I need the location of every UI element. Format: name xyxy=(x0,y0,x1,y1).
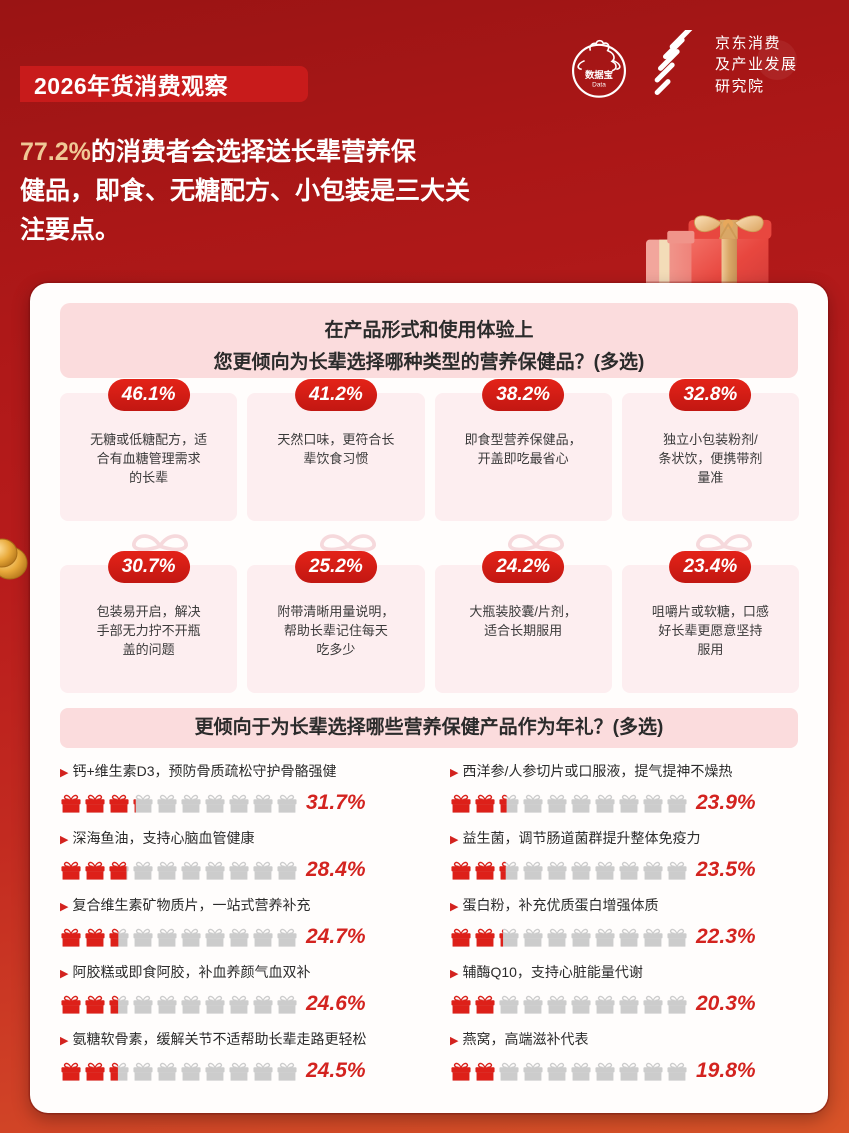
svg-text:数据宝: 数据宝 xyxy=(584,69,613,80)
svg-text:Data: Data xyxy=(592,82,606,89)
